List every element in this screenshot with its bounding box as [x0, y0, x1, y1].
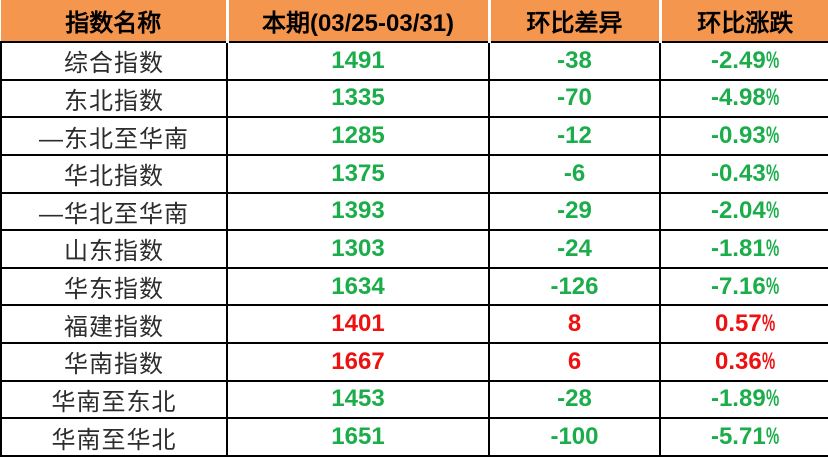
pct-value: 0.36 [714, 347, 762, 375]
pct-value: -7.16 [710, 272, 766, 300]
current-value-cell: 1667 [226, 342, 490, 382]
percent-sign: % [761, 347, 775, 375]
current-value-cell: 1375 [226, 153, 490, 194]
percent-sign: % [765, 84, 779, 112]
current-value-cell: 1401 [226, 304, 490, 344]
diff-cell: -12 [488, 116, 661, 156]
pct-value: -0.43 [710, 159, 766, 187]
table-row: 福建指数 1401 8 0.57% [0, 304, 828, 344]
pct-value: -4.98 [710, 84, 766, 112]
current-value-cell: 1491 [226, 41, 490, 81]
table-row: 华东指数 1634 -126 -7.16% [0, 266, 828, 307]
pct-value: -5.71 [710, 423, 766, 451]
percent-sign: % [765, 46, 779, 74]
percent-sign: % [765, 385, 779, 413]
index-name-cell: —东北至华南 [0, 116, 228, 156]
diff-cell: -100 [488, 417, 661, 457]
pct-change-cell: -4.98% [659, 78, 828, 119]
table-row: —东北至华南 1285 -12 -0.93% [0, 116, 828, 156]
pct-change-cell: -0.93% [659, 116, 828, 156]
index-name-cell: 福建指数 [0, 304, 228, 344]
pct-change-cell: -1.81% [659, 229, 828, 269]
percent-sign: % [765, 159, 779, 187]
table-row: 华北指数 1375 -6 -0.43% [0, 153, 828, 194]
header-cell-diff: 环比差异 [487, 0, 660, 43]
current-value-cell: 1393 [226, 191, 490, 232]
table-row: 综合指数 1491 -38 -2.49% [0, 41, 828, 81]
diff-cell: -28 [488, 379, 661, 420]
index-name-cell: 华北指数 [0, 153, 228, 194]
pct-value: -1.81 [710, 234, 766, 262]
table-row: 华南至华北 1651 -100 -5.71% [0, 417, 828, 457]
index-name-cell: 东北指数 [0, 78, 228, 119]
index-name-cell: 华南指数 [0, 342, 228, 382]
table-row: 华南指数 1667 6 0.36% [0, 342, 828, 382]
index-name-cell: 综合指数 [0, 41, 228, 81]
diff-cell: -6 [488, 153, 661, 194]
percent-sign: % [765, 272, 779, 300]
pct-change-cell: -0.43% [659, 153, 828, 194]
current-value-cell: 1634 [226, 266, 490, 307]
index-name-cell: 华东指数 [0, 266, 228, 307]
index-name-cell: 华南至华北 [0, 417, 228, 457]
pct-change-cell: -2.49% [659, 41, 828, 81]
header-cell-pct-change: 环比涨跌 [658, 0, 828, 43]
percent-sign: % [765, 423, 779, 451]
percent-sign: % [765, 234, 779, 262]
pct-change-cell: -7.16% [659, 266, 828, 307]
pct-change-cell: 0.36% [659, 342, 828, 382]
diff-cell: -24 [488, 229, 661, 269]
percent-sign: % [765, 197, 779, 225]
pct-value: -1.89 [710, 385, 766, 413]
diff-cell: -38 [488, 41, 661, 81]
header-cell-current-period: 本期(03/25-03/31) [225, 0, 489, 43]
table-row: 山东指数 1303 -24 -1.81% [0, 229, 828, 269]
pct-value: -0.93 [710, 122, 766, 150]
pct-value: -2.04 [710, 197, 766, 225]
current-value-cell: 1303 [226, 229, 490, 269]
current-value-cell: 1335 [226, 78, 490, 119]
current-value-cell: 1285 [226, 116, 490, 156]
diff-cell: -126 [488, 266, 661, 307]
percent-sign: % [761, 310, 775, 338]
diff-cell: -29 [488, 191, 661, 232]
percent-sign: % [765, 122, 779, 150]
table-row: 东北指数 1335 -70 -4.98% [0, 78, 828, 119]
table-row: —华北至华南 1393 -29 -2.04% [0, 191, 828, 232]
pct-change-cell: -1.89% [659, 379, 828, 420]
pct-change-cell: -2.04% [659, 191, 828, 232]
pct-change-cell: -5.71% [659, 417, 828, 457]
table-body: 综合指数 1491 -38 -2.49% 东北指数 1335 -70 -4.98… [0, 41, 828, 457]
index-name-cell: 山东指数 [0, 229, 228, 269]
diff-cell: 6 [488, 342, 661, 382]
header-cell-index-name: 指数名称 [1, 0, 227, 43]
current-value-cell: 1651 [226, 417, 490, 457]
pct-change-cell: 0.57% [659, 304, 828, 344]
diff-cell: -70 [488, 78, 661, 119]
current-value-cell: 1453 [226, 379, 490, 420]
pct-value: -2.49 [710, 46, 766, 74]
table-row: 华南至东北 1453 -28 -1.89% [0, 379, 828, 420]
table-header: 指数名称 本期(03/25-03/31) 环比差异 环比涨跌 [1, 0, 828, 43]
diff-cell: 8 [488, 304, 661, 344]
index-name-cell: —华北至华南 [0, 191, 228, 232]
pct-value: 0.57 [714, 310, 762, 338]
index-name-cell: 华南至东北 [0, 379, 228, 420]
header-row: 指数名称 本期(03/25-03/31) 环比差异 环比涨跌 [1, 0, 828, 43]
